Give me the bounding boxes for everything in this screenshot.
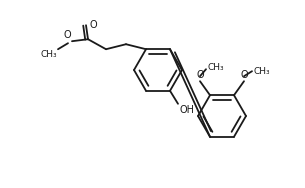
Text: CH₃: CH₃ xyxy=(254,67,271,76)
Text: CH₃: CH₃ xyxy=(208,63,224,72)
Text: O: O xyxy=(63,30,71,40)
Text: O: O xyxy=(196,70,204,80)
Text: O: O xyxy=(240,70,248,80)
Text: CH₃: CH₃ xyxy=(40,50,57,59)
Text: O: O xyxy=(90,20,98,30)
Text: OH: OH xyxy=(179,105,194,115)
